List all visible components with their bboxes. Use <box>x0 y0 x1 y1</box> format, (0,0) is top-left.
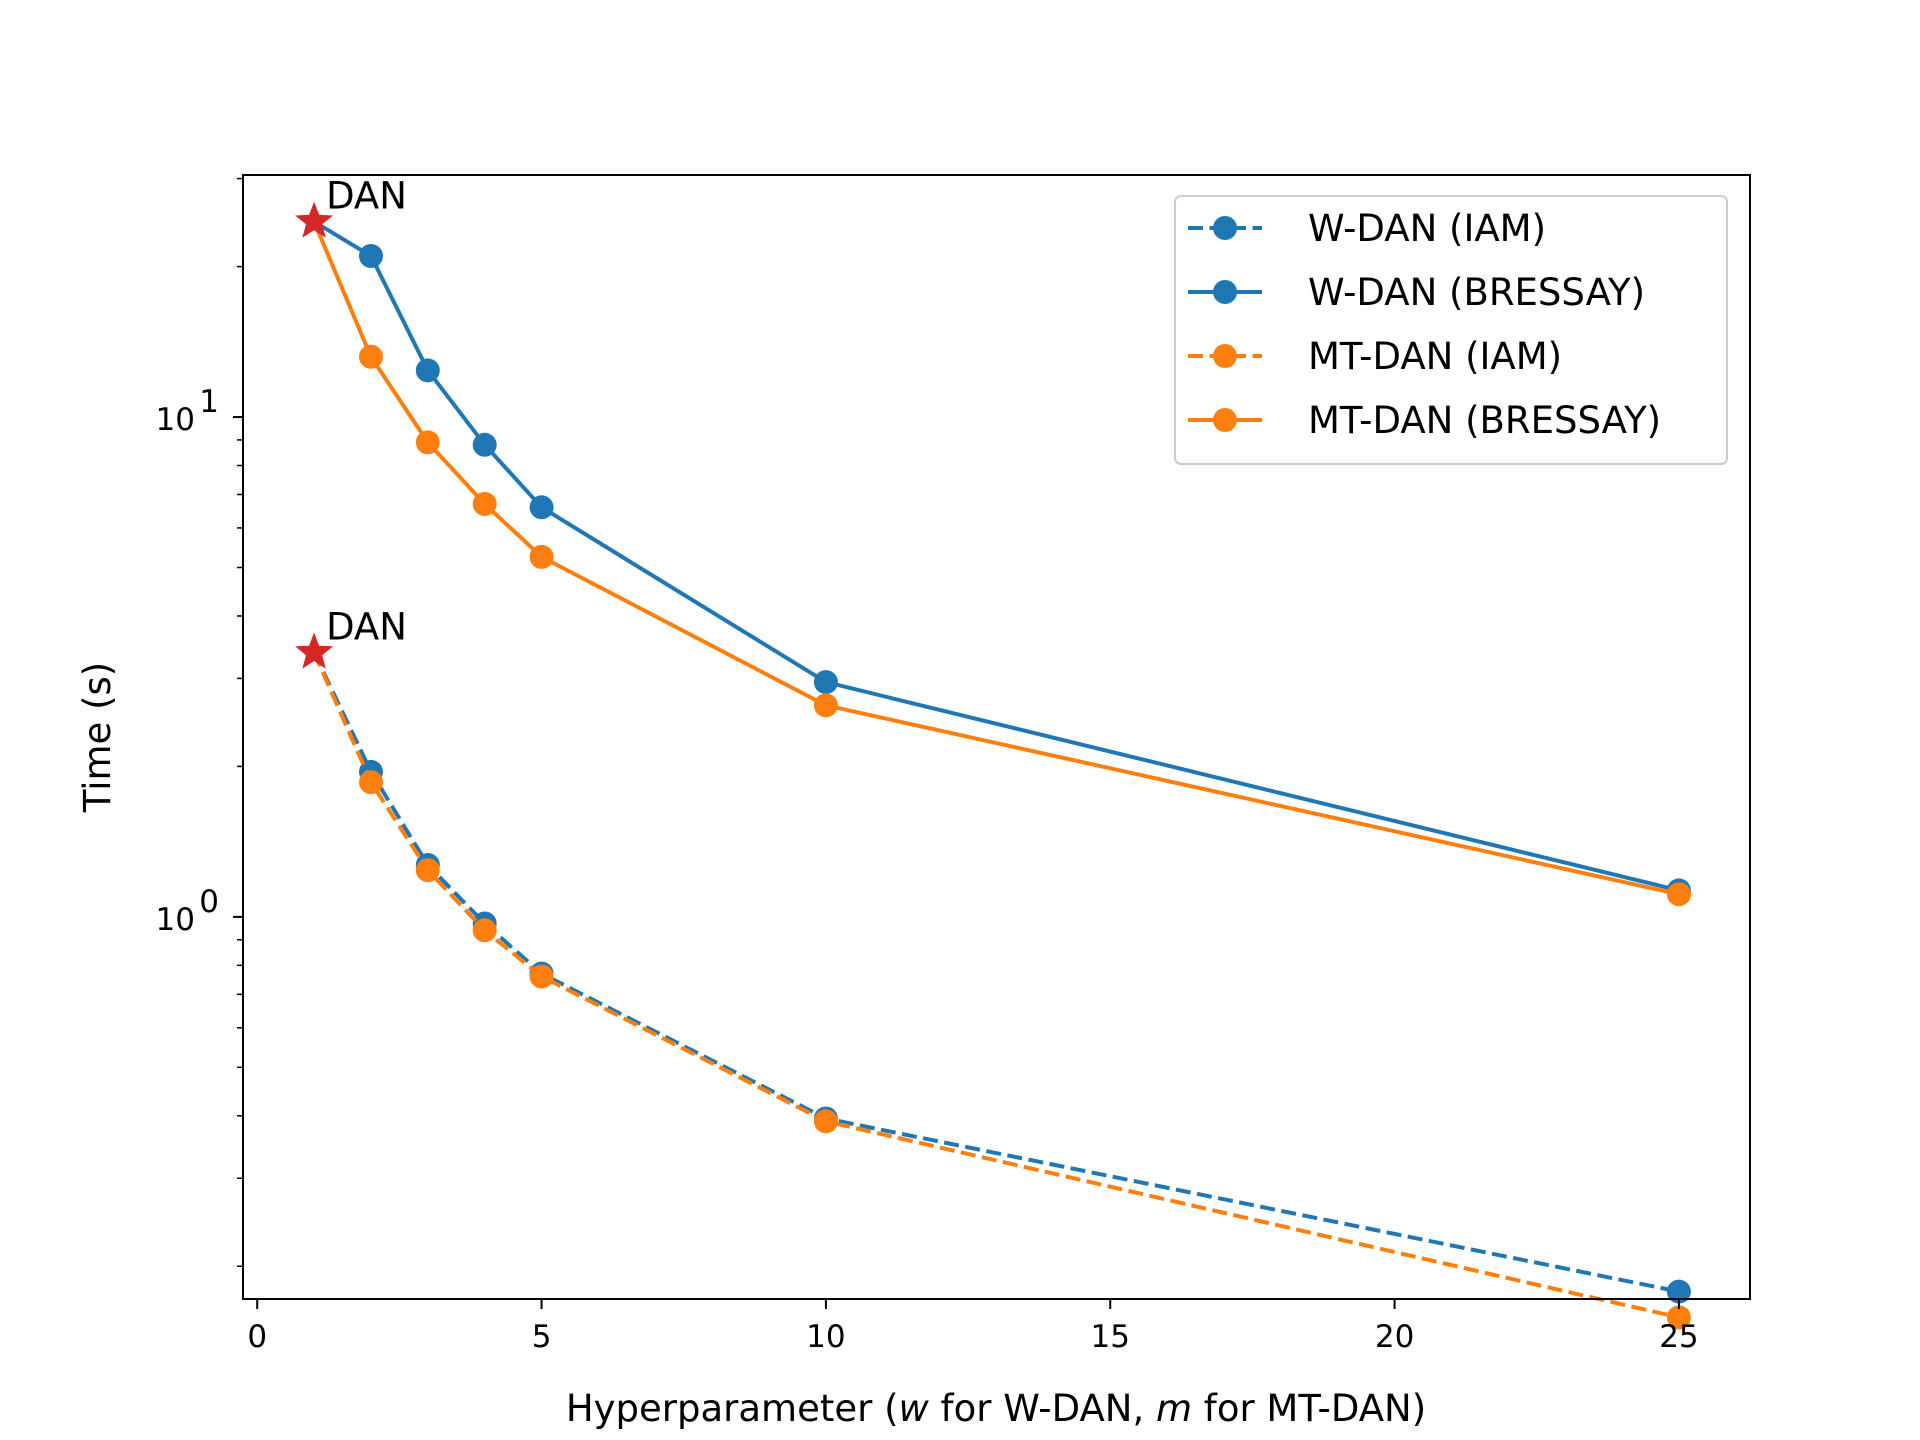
data-point <box>1666 1279 1691 1304</box>
data-point <box>529 544 554 569</box>
x-axis-label: Hyperparameter (w for W-DAN, m for MT-DA… <box>566 1387 1426 1430</box>
legend-label: MT-DAN (BRESSAY) <box>1308 399 1661 442</box>
data-point <box>813 693 838 718</box>
annotation-label: DAN <box>326 175 407 218</box>
data-point <box>529 964 554 989</box>
x-tick-label: 25 <box>1659 1319 1698 1355</box>
legend-item: W-DAN (BRESSAY) <box>1188 271 1645 314</box>
x-tick-label: 15 <box>1091 1319 1130 1355</box>
series-2 <box>312 651 1691 1330</box>
legend-label: W-DAN (IAM) <box>1308 207 1546 250</box>
data-point <box>359 344 383 369</box>
legend-item: W-DAN (IAM) <box>1188 207 1546 250</box>
data-point <box>415 430 440 455</box>
legend-marker <box>1213 344 1237 368</box>
legend-label: W-DAN (BRESSAY) <box>1308 271 1645 314</box>
x-tick-label: 5 <box>532 1319 552 1355</box>
plot-frame <box>242 174 1751 1300</box>
legend-marker <box>1213 280 1237 304</box>
annotation-label: DAN <box>326 606 407 649</box>
y-tick-label: 10 <box>156 402 195 438</box>
data-point <box>813 670 838 695</box>
annotation-layer: DAN DAN <box>295 175 407 669</box>
data-point <box>415 858 440 883</box>
series-layer <box>312 219 1691 1330</box>
data-point <box>472 492 497 516</box>
star-marker <box>295 632 334 669</box>
data-point <box>813 1109 838 1134</box>
data-point <box>1666 882 1691 907</box>
x-tick-label: 0 <box>247 1319 267 1355</box>
legend-item: MT-DAN (BRESSAY) <box>1188 399 1661 442</box>
data-point <box>1666 1305 1691 1330</box>
x-tick-label: 10 <box>806 1319 845 1355</box>
legend-item: MT-DAN (IAM) <box>1188 335 1562 378</box>
legend-marker <box>1213 216 1237 240</box>
legend-box <box>1174 195 1728 465</box>
x-axis-ticks: 0 5 10 15 20 25 <box>247 1299 1699 1355</box>
y-tick-exponent: 1 <box>199 384 219 420</box>
data-point <box>529 495 554 520</box>
star-marker <box>295 201 334 238</box>
data-point <box>359 244 383 268</box>
data-point <box>359 770 383 795</box>
y-tick-label: 10 <box>156 902 195 938</box>
series-3 <box>312 220 1691 907</box>
y-axis-label: Time (s) <box>76 662 119 813</box>
legend: W-DAN (IAM) W-DAN (BRESSAY) MT-DAN (IAM) MT… <box>1174 195 1728 465</box>
legend-marker <box>1213 408 1237 432</box>
data-point <box>472 432 497 457</box>
x-tick-label: 20 <box>1375 1319 1414 1355</box>
data-point <box>415 358 440 383</box>
data-point <box>472 918 497 943</box>
legend-label: MT-DAN (IAM) <box>1308 335 1562 378</box>
y-tick-exponent: 0 <box>199 884 219 920</box>
